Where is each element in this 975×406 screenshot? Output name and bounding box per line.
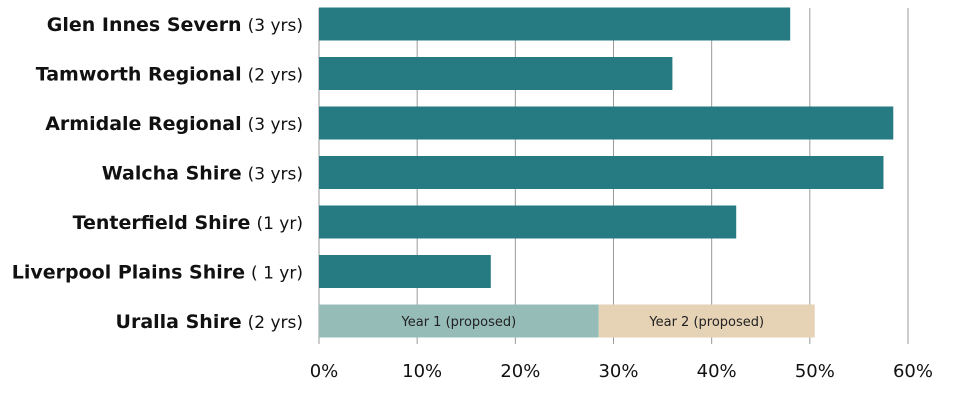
- bar-tenterfield-shire: [319, 205, 737, 239]
- x-tick-label-30: 30%: [598, 361, 638, 382]
- category-name: Tamworth Regional: [36, 64, 242, 86]
- category-label-armidale-regional: Armidale Regional (3 yrs): [45, 113, 303, 135]
- x-axis-ticks: 0% 10% 20% 30% 40% 50% 60%: [310, 361, 933, 382]
- category-name: Armidale Regional: [45, 113, 241, 135]
- category-label-glen-innes-severn: Glen Innes Severn (3 yrs): [47, 14, 303, 36]
- category-name: Walcha Shire: [102, 163, 242, 185]
- bar-armidale-regional: [319, 106, 894, 140]
- bar-segment-year-1-proposed: [319, 304, 599, 338]
- category-duration: (2 yrs): [248, 313, 303, 333]
- category-label-tenterfield-shire: Tenterfield Shire (1 yr): [73, 212, 303, 234]
- category-name: Liverpool Plains Shire: [12, 262, 245, 284]
- category-duration: (3 yrs): [248, 165, 303, 185]
- x-tick-label-60: 60%: [893, 361, 933, 382]
- category-duration: (3 yrs): [248, 16, 303, 36]
- bar-glen-innes-severn: [319, 7, 791, 41]
- x-tick-label-0: 0%: [310, 361, 339, 382]
- category-name: Glen Innes Severn: [47, 14, 242, 36]
- category-name: Tenterfield Shire: [73, 212, 251, 234]
- category-label-tamworth-regional: Tamworth Regional (2 yrs): [36, 64, 303, 86]
- category-label-walcha-shire: Walcha Shire (3 yrs): [102, 163, 303, 185]
- bar-walcha-shire: [319, 156, 884, 189]
- category-duration: (2 yrs): [248, 66, 303, 86]
- category-name: Uralla Shire: [116, 311, 242, 333]
- segment-label-year-1-proposed: Year 1 (proposed): [401, 315, 517, 330]
- x-tick-label-10: 10%: [402, 361, 442, 382]
- bar-liverpool-plains-shire: [319, 255, 491, 288]
- category-label-uralla-shire: Uralla Shire (2 yrs): [116, 311, 303, 333]
- bar-tamworth-regional: [319, 57, 673, 90]
- segment-label-year-2-proposed: Year 2 (proposed): [648, 315, 764, 330]
- category-duration: ( 1 yr): [251, 264, 303, 284]
- category-label-liverpool-plains-shire: Liverpool Plains Shire ( 1 yr): [12, 262, 303, 284]
- x-tick-label-20: 20%: [500, 361, 540, 382]
- category-labels: Glen Innes Severn (3 yrs) Tamworth Regiona…: [12, 14, 303, 333]
- x-tick-label-50: 50%: [795, 361, 835, 382]
- category-duration: (1 yr): [256, 214, 303, 234]
- category-duration: (3 yrs): [248, 115, 303, 135]
- bar-segment-year-2-proposed: [598, 304, 815, 338]
- x-tick-label-40: 40%: [697, 361, 737, 382]
- bars: Year 1 (proposed) Year 2 (proposed): [319, 7, 894, 338]
